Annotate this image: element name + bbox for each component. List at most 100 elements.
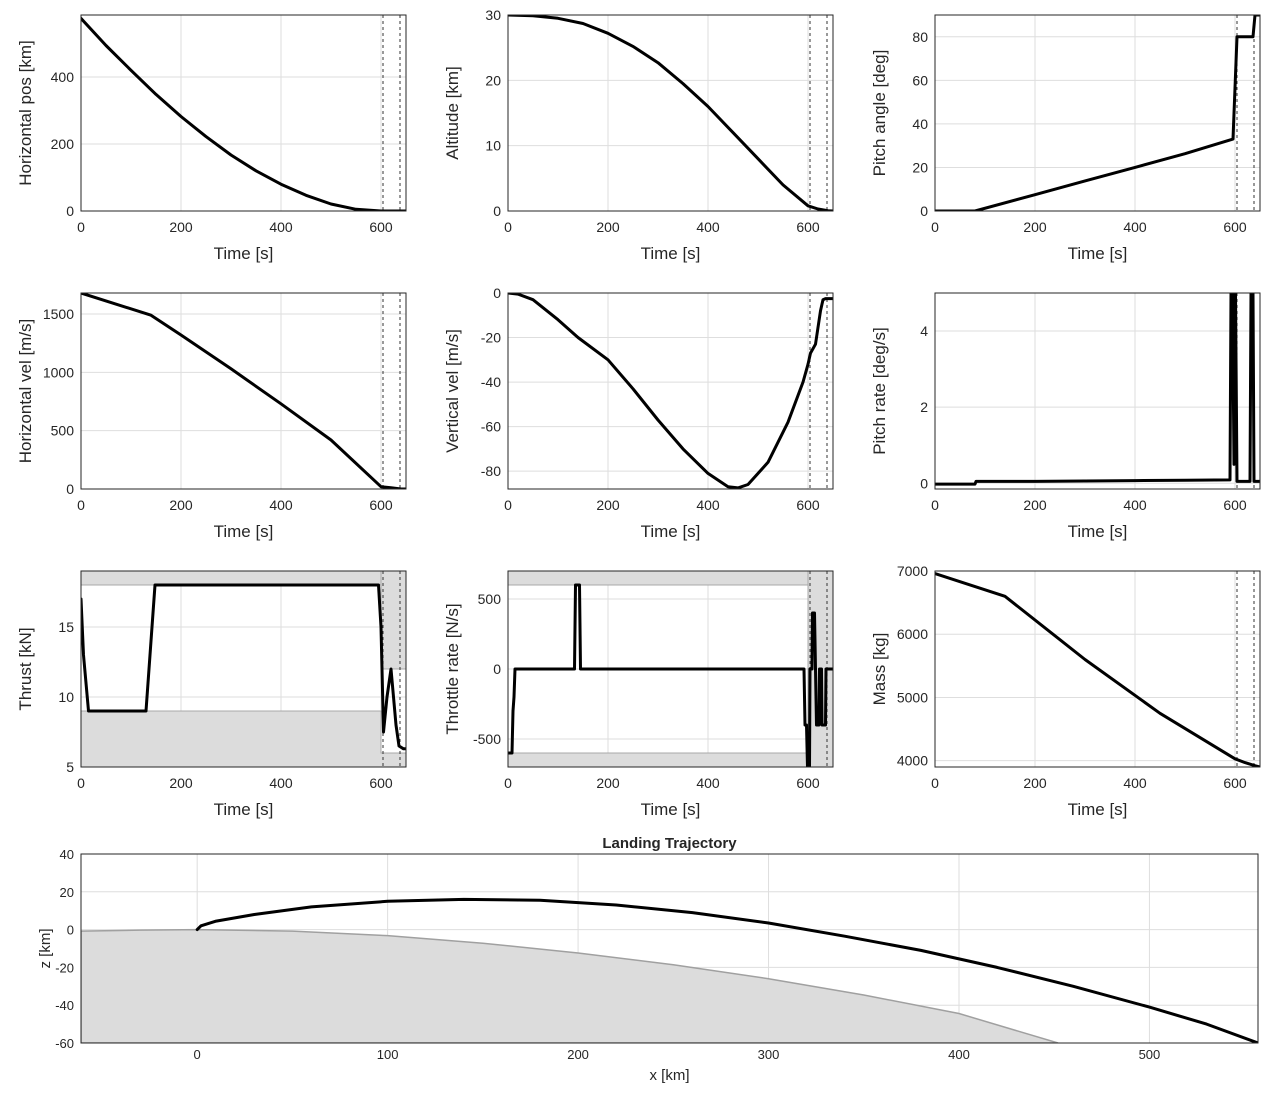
x-tick-label: 0: [931, 219, 939, 235]
x-tick-label: 0: [77, 497, 85, 513]
x-tick-label: 200: [1023, 219, 1047, 235]
axes-box: [80, 292, 407, 490]
y-tick-label: 400: [51, 69, 75, 85]
y-axis-label: Pitch angle [deg]: [870, 50, 889, 177]
x-tick-label: 200: [596, 219, 620, 235]
y-tick-label: 40: [912, 116, 928, 132]
y-tick-label: 15: [58, 619, 74, 635]
axes-box: [507, 570, 834, 768]
y-tick-label: 30: [485, 7, 501, 23]
constraint-band: [380, 571, 406, 670]
x-axis-label: x [km]: [650, 1067, 690, 1084]
x-tick-label: 400: [269, 219, 293, 235]
axes-box: [507, 292, 834, 490]
x-tick-label: 200: [596, 497, 620, 513]
constraint-band: [81, 710, 406, 767]
x-axis-label: Time [s]: [214, 522, 274, 541]
horizontal-vel-chart: 0 200 400 600 0 500 1000 1500 Time [s] Horizontal…: [16, 292, 407, 541]
y-tick-label: -80: [481, 463, 501, 479]
data-series-line: [195, 897, 1258, 1043]
x-tick-label: 600: [796, 219, 820, 235]
y-tick-label: 20: [912, 159, 928, 175]
data-series-line: [81, 293, 406, 489]
horizontal-pos-chart: 0 200 400 600 0 200 400 Time [s] Horizontal pos …: [16, 14, 407, 263]
y-tick-label: 2: [920, 399, 928, 415]
x-tick-label: 0: [77, 219, 85, 235]
y-tick-label: -40: [55, 998, 74, 1013]
y-axis-label: Thrust [kN]: [16, 627, 35, 710]
data-series-line: [508, 583, 833, 767]
x-tick-label: 600: [1223, 219, 1247, 235]
pitch-angle-chart: 0 200 400 600 0 20 40 60 80 Time [s] Pitch angle […: [870, 14, 1261, 263]
y-axis-label: z [km]: [37, 929, 54, 969]
y-tick-label: 5: [66, 759, 74, 775]
y-axis-label: Horizontal pos [km]: [16, 40, 35, 186]
chart-title: Landing Trajectory: [602, 835, 737, 852]
altitude-chart: 0 200 400 600 0 10 20 30 Time [s] Altitude [km]: [443, 7, 834, 263]
x-tick-label: 0: [77, 775, 85, 791]
x-tick-label: 600: [369, 219, 393, 235]
axes-box: [507, 14, 834, 212]
y-tick-label: 0: [493, 203, 501, 219]
x-tick-label: 600: [796, 497, 820, 513]
x-tick-label: 0: [504, 497, 512, 513]
y-axis-label: Horizontal vel [m/s]: [16, 319, 35, 464]
x-tick-label: 0: [931, 775, 939, 791]
x-tick-label: 200: [169, 775, 193, 791]
x-tick-label: 400: [696, 219, 720, 235]
x-tick-label: 200: [596, 775, 620, 791]
y-tick-label: 0: [67, 923, 74, 938]
data-series-line: [935, 293, 1260, 486]
data-series-line: [935, 15, 1260, 211]
mass-chart: 0 200 400 600 4000 5000 6000 7000 Time [s] Mass […: [870, 563, 1261, 819]
x-tick-label: 200: [169, 219, 193, 235]
y-tick-label: -20: [55, 960, 74, 975]
y-tick-label: 200: [51, 136, 75, 152]
x-tick-label: 0: [504, 219, 512, 235]
x-axis-label: Time [s]: [214, 800, 274, 819]
y-tick-label: 1000: [43, 364, 74, 380]
constraint-band: [81, 571, 406, 586]
axes-box: [934, 14, 1261, 212]
x-tick-label: 600: [1223, 775, 1247, 791]
x-tick-label: 400: [269, 775, 293, 791]
y-tick-label: 0: [920, 475, 928, 491]
x-axis-label: Time [s]: [1068, 522, 1128, 541]
x-tick-label: 600: [369, 775, 393, 791]
x-tick-label: 400: [1123, 497, 1147, 513]
y-axis-label: Vertical vel [m/s]: [443, 329, 462, 453]
axes-box: [934, 292, 1261, 490]
constraint-band: [508, 752, 833, 767]
y-tick-label: 80: [912, 29, 928, 45]
data-series-line: [81, 583, 406, 751]
x-tick-label: 200: [169, 497, 193, 513]
y-tick-label: 7000: [897, 563, 928, 579]
y-tick-label: 0: [493, 285, 501, 301]
y-axis-label: Pitch rate [deg/s]: [870, 327, 889, 455]
y-axis-label: Throttle rate [N/s]: [443, 603, 462, 734]
pitch-rate-chart: 0 200 400 600 0 2 4 Time [s] Pitch rate [deg/s]: [870, 292, 1261, 541]
ground-surface: [81, 928, 1059, 1043]
x-tick-label: 400: [1123, 775, 1147, 791]
x-tick-label: 400: [696, 497, 720, 513]
y-tick-label: 500: [51, 423, 75, 439]
axes-box: [80, 570, 407, 768]
x-axis-label: Time [s]: [1068, 244, 1128, 263]
axes-box: [80, 853, 1259, 1044]
x-tick-label: 400: [696, 775, 720, 791]
x-tick-label: 300: [758, 1047, 780, 1062]
x-tick-label: 0: [194, 1047, 201, 1062]
axes-box: [80, 14, 407, 212]
y-tick-label: 4: [920, 323, 928, 339]
y-tick-label: -60: [481, 419, 501, 435]
y-tick-label: 500: [478, 591, 502, 607]
x-axis-label: Time [s]: [641, 800, 701, 819]
x-tick-label: 0: [931, 497, 939, 513]
y-tick-label: 20: [485, 72, 501, 88]
y-tick-label: 0: [493, 661, 501, 677]
x-tick-label: 100: [377, 1047, 399, 1062]
x-tick-label: 200: [1023, 775, 1047, 791]
y-tick-label: 20: [60, 885, 74, 900]
x-tick-label: 400: [1123, 219, 1147, 235]
